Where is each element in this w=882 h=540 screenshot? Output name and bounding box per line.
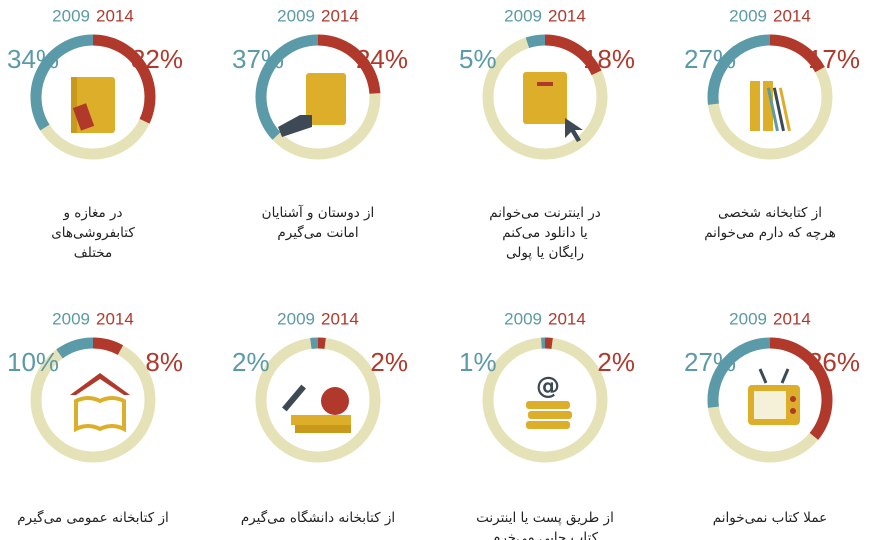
legend-label: 2014 xyxy=(321,6,359,25)
icons: @ xyxy=(70,72,800,433)
value-label: 24% xyxy=(356,44,408,74)
value-label: 34% xyxy=(7,44,59,74)
legend-label: 2009 xyxy=(52,6,90,25)
caption: یا دانلود می‌کنم xyxy=(502,225,588,241)
legend-label: 2009 xyxy=(729,309,767,328)
value-label: 5% xyxy=(459,44,497,74)
icon-bookshelf xyxy=(750,81,791,131)
radial-chart: 2009 34% 2014 32% در مغازه و کتابفروشی‌های مخت… xyxy=(7,6,183,261)
value-label: 32% xyxy=(131,44,183,74)
legend-label: 2014 xyxy=(321,309,359,328)
infographic: 2009 27% 2014 36% عملا کتاب نمی‌خوانم 2009 1% 2… xyxy=(0,0,882,540)
arc xyxy=(59,343,93,354)
radial-chart: 2009 5% 2014 18% در اینترنت می‌خوانم یا دانلو… xyxy=(459,6,635,261)
caption: از طریق پست یا اینترنت xyxy=(476,510,614,526)
icon-tv xyxy=(748,369,800,425)
arc xyxy=(93,343,120,350)
caption: هرچه که دارم می‌خوانم xyxy=(704,225,836,241)
caption: رایگان یا پولی xyxy=(506,244,584,261)
legend-label: 2009 xyxy=(504,309,542,328)
legend-label: 2014 xyxy=(548,6,586,25)
legend-label: 2009 xyxy=(52,309,90,328)
legend-label: 2014 xyxy=(96,6,134,25)
caption: امانت می‌گیرم xyxy=(277,224,358,241)
icon-book-tag xyxy=(71,77,115,133)
caption: در مغازه و xyxy=(62,205,122,221)
value-label: 2% xyxy=(232,347,270,377)
legend-label: 2014 xyxy=(548,309,586,328)
arc xyxy=(527,40,545,43)
caption: مختلف xyxy=(74,245,112,261)
legend-label: 2009 xyxy=(277,6,315,25)
caption: از کتابخانه دانشگاه می‌گیرم xyxy=(241,509,395,526)
legend-label: 2014 xyxy=(773,6,811,25)
value-label: 17% xyxy=(808,44,860,74)
radial-chart: 2009 10% 2014 8% از کتابخانه عمومی می‌گیرم xyxy=(7,309,183,526)
legend-label: 2009 xyxy=(504,6,542,25)
ring-base xyxy=(261,343,375,457)
icon-mail-books: @ xyxy=(526,372,572,429)
legend-label: 2009 xyxy=(729,6,767,25)
caption: کتابفروشی‌های xyxy=(51,225,135,241)
value-label: 10% xyxy=(7,347,59,377)
caption: عملا کتاب نمی‌خوانم xyxy=(713,510,827,526)
value-label: 18% xyxy=(583,44,635,74)
icon-university xyxy=(282,385,351,433)
caption: از کتابخانه عمومی می‌گیرم xyxy=(17,509,168,526)
value-label: 2% xyxy=(370,347,408,377)
value-label: 8% xyxy=(145,347,183,377)
icon-library xyxy=(70,373,130,429)
value-label: 1% xyxy=(459,347,497,377)
svg-text:@: @ xyxy=(536,372,560,400)
caption: از دوستان و آشنایان xyxy=(262,204,375,221)
value-label: 36% xyxy=(808,347,860,377)
caption: کتاب چاپی می‌خرم xyxy=(492,530,599,540)
caption: از کتابخانه شخصی xyxy=(718,205,822,221)
legend-label: 2014 xyxy=(773,309,811,328)
value-label: 27% xyxy=(684,347,736,377)
caption: در اینترنت می‌خوانم xyxy=(489,205,601,221)
icon-hand-book xyxy=(278,73,346,137)
value-label: 2% xyxy=(597,347,635,377)
legend-label: 2014 xyxy=(96,309,134,328)
value-label: 37% xyxy=(232,44,284,74)
icon-ebook xyxy=(523,72,583,142)
value-label: 27% xyxy=(684,44,736,74)
ring-base xyxy=(488,343,602,457)
legend-label: 2009 xyxy=(277,309,315,328)
